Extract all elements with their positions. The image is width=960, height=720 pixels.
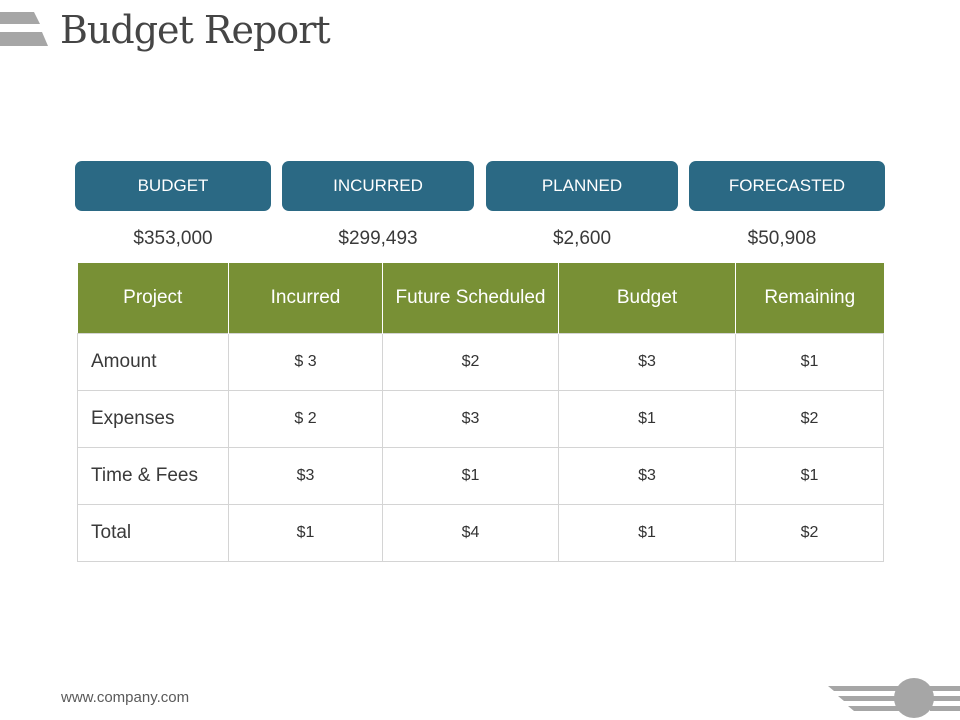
- budget-value: $353,000: [133, 228, 213, 249]
- table-cell: $3: [558, 447, 736, 505]
- page-title: Budget Report: [60, 8, 331, 52]
- table-cell: $1: [735, 333, 884, 391]
- table-cell: $2: [735, 504, 884, 562]
- forecasted-button[interactable]: FORECASTED: [689, 161, 885, 211]
- budget-button[interactable]: BUDGET: [75, 161, 271, 211]
- planned-button[interactable]: PLANNED: [486, 161, 678, 211]
- footer-decoration: [828, 678, 960, 718]
- table-cell: $1: [735, 447, 884, 505]
- header-remaining: Remaining: [735, 263, 884, 334]
- incurred-value: $299,493: [338, 228, 418, 249]
- header-budget: Budget: [558, 263, 736, 334]
- title-corner-decoration: [0, 12, 48, 46]
- table-cell: $1: [558, 390, 736, 448]
- table-cell: $1: [558, 504, 736, 562]
- planned-value: $2,600: [552, 228, 612, 249]
- table-cell: $4: [382, 504, 559, 562]
- incurred-button[interactable]: INCURRED: [282, 161, 474, 211]
- table-row: Expenses $ 2 $3 $1 $2: [77, 390, 884, 448]
- budget-table: Project Incurred Future Scheduled Budget…: [77, 263, 884, 562]
- table-header-row: Project Incurred Future Scheduled Budget…: [77, 263, 884, 334]
- table-cell: $1: [382, 447, 559, 505]
- table-cell: $3: [558, 333, 736, 391]
- table-cell: $3: [228, 447, 383, 505]
- table-cell: $3: [382, 390, 559, 448]
- row-label: Expenses: [77, 390, 229, 448]
- table-cell: $2: [735, 390, 884, 448]
- forecasted-value: $50,908: [747, 228, 817, 249]
- row-label: Total: [77, 504, 229, 562]
- table-cell: $ 3: [228, 333, 383, 391]
- table-cell: $1: [228, 504, 383, 562]
- table-cell: $ 2: [228, 390, 383, 448]
- header-future-scheduled: Future Scheduled: [382, 263, 559, 334]
- table-row: Time & Fees $3 $1 $3 $1: [77, 447, 884, 505]
- table-row: Amount $ 3 $2 $3 $1: [77, 333, 884, 391]
- row-label: Amount: [77, 333, 229, 391]
- row-label: Time & Fees: [77, 447, 229, 505]
- table-cell: $2: [382, 333, 559, 391]
- header-incurred: Incurred: [228, 263, 383, 334]
- footer-url: www.company.com: [61, 689, 190, 706]
- table-row: Total $1 $4 $1 $2: [77, 504, 884, 562]
- header-project: Project: [77, 263, 229, 334]
